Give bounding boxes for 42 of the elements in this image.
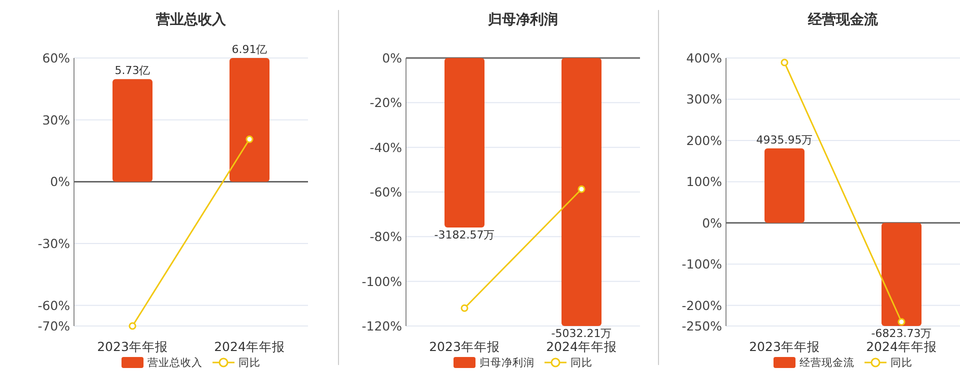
legend-label: 经营现金流 bbox=[800, 356, 854, 369]
x-tick-label: 2024年年报 bbox=[866, 339, 937, 354]
y-tick-label: -80% bbox=[370, 229, 402, 244]
y-tick-label: 400% bbox=[686, 50, 722, 66]
legend-label: 同比 bbox=[238, 356, 260, 369]
x-tick-label: 2024年年报 bbox=[546, 339, 617, 354]
y-tick-label: -70% bbox=[38, 318, 70, 334]
y-tick-label: 60% bbox=[42, 50, 70, 66]
y-tick-label: -30% bbox=[38, 236, 70, 252]
legend-label: 营业总收入 bbox=[148, 356, 202, 369]
y-tick-label: 0% bbox=[382, 50, 402, 66]
y-tick-label: -60% bbox=[370, 184, 402, 200]
chart-title: 营业总收入 bbox=[155, 12, 227, 28]
legend-label: 同比 bbox=[570, 356, 592, 369]
data-label: -6823.73万 bbox=[871, 327, 932, 340]
chart-title: 经营现金流 bbox=[807, 11, 879, 28]
y-tick-label: -120% bbox=[362, 318, 402, 334]
x-tick-label: 2024年年报 bbox=[214, 339, 285, 354]
data-label: 4935.95万 bbox=[756, 133, 813, 146]
x-tick-label: 2023年年报 bbox=[429, 339, 500, 354]
y-tick-label: 0% bbox=[702, 215, 722, 230]
y-tick-label: 100% bbox=[686, 174, 722, 190]
y-tick-label: 0% bbox=[50, 174, 70, 190]
x-tick-label: 2023年年报 bbox=[749, 339, 820, 354]
y-tick-label: -250% bbox=[682, 318, 722, 334]
data-label: -5032.21万 bbox=[551, 327, 612, 340]
chart-title: 归母净利润 bbox=[487, 11, 558, 28]
data-label: 5.73亿 bbox=[114, 64, 150, 78]
y-tick-label: -100% bbox=[362, 274, 402, 289]
y-tick-label: 300% bbox=[686, 92, 722, 107]
y-tick-label: -40% bbox=[370, 140, 402, 155]
data-label: 6.91亿 bbox=[232, 43, 268, 56]
y-tick-label: 200% bbox=[686, 132, 722, 148]
legend-label: 归母净利润 bbox=[480, 356, 534, 369]
legend-label: 同比 bbox=[890, 356, 912, 369]
x-tick-label: 2023年年报 bbox=[97, 339, 168, 354]
y-tick-label: -100% bbox=[682, 256, 722, 272]
y-tick-label: -20% bbox=[370, 95, 402, 110]
data-label: -3182.57万 bbox=[434, 228, 495, 242]
y-tick-label: 30% bbox=[42, 112, 70, 128]
y-tick-label: -60% bbox=[38, 298, 70, 313]
y-tick-label: -200% bbox=[682, 298, 722, 313]
